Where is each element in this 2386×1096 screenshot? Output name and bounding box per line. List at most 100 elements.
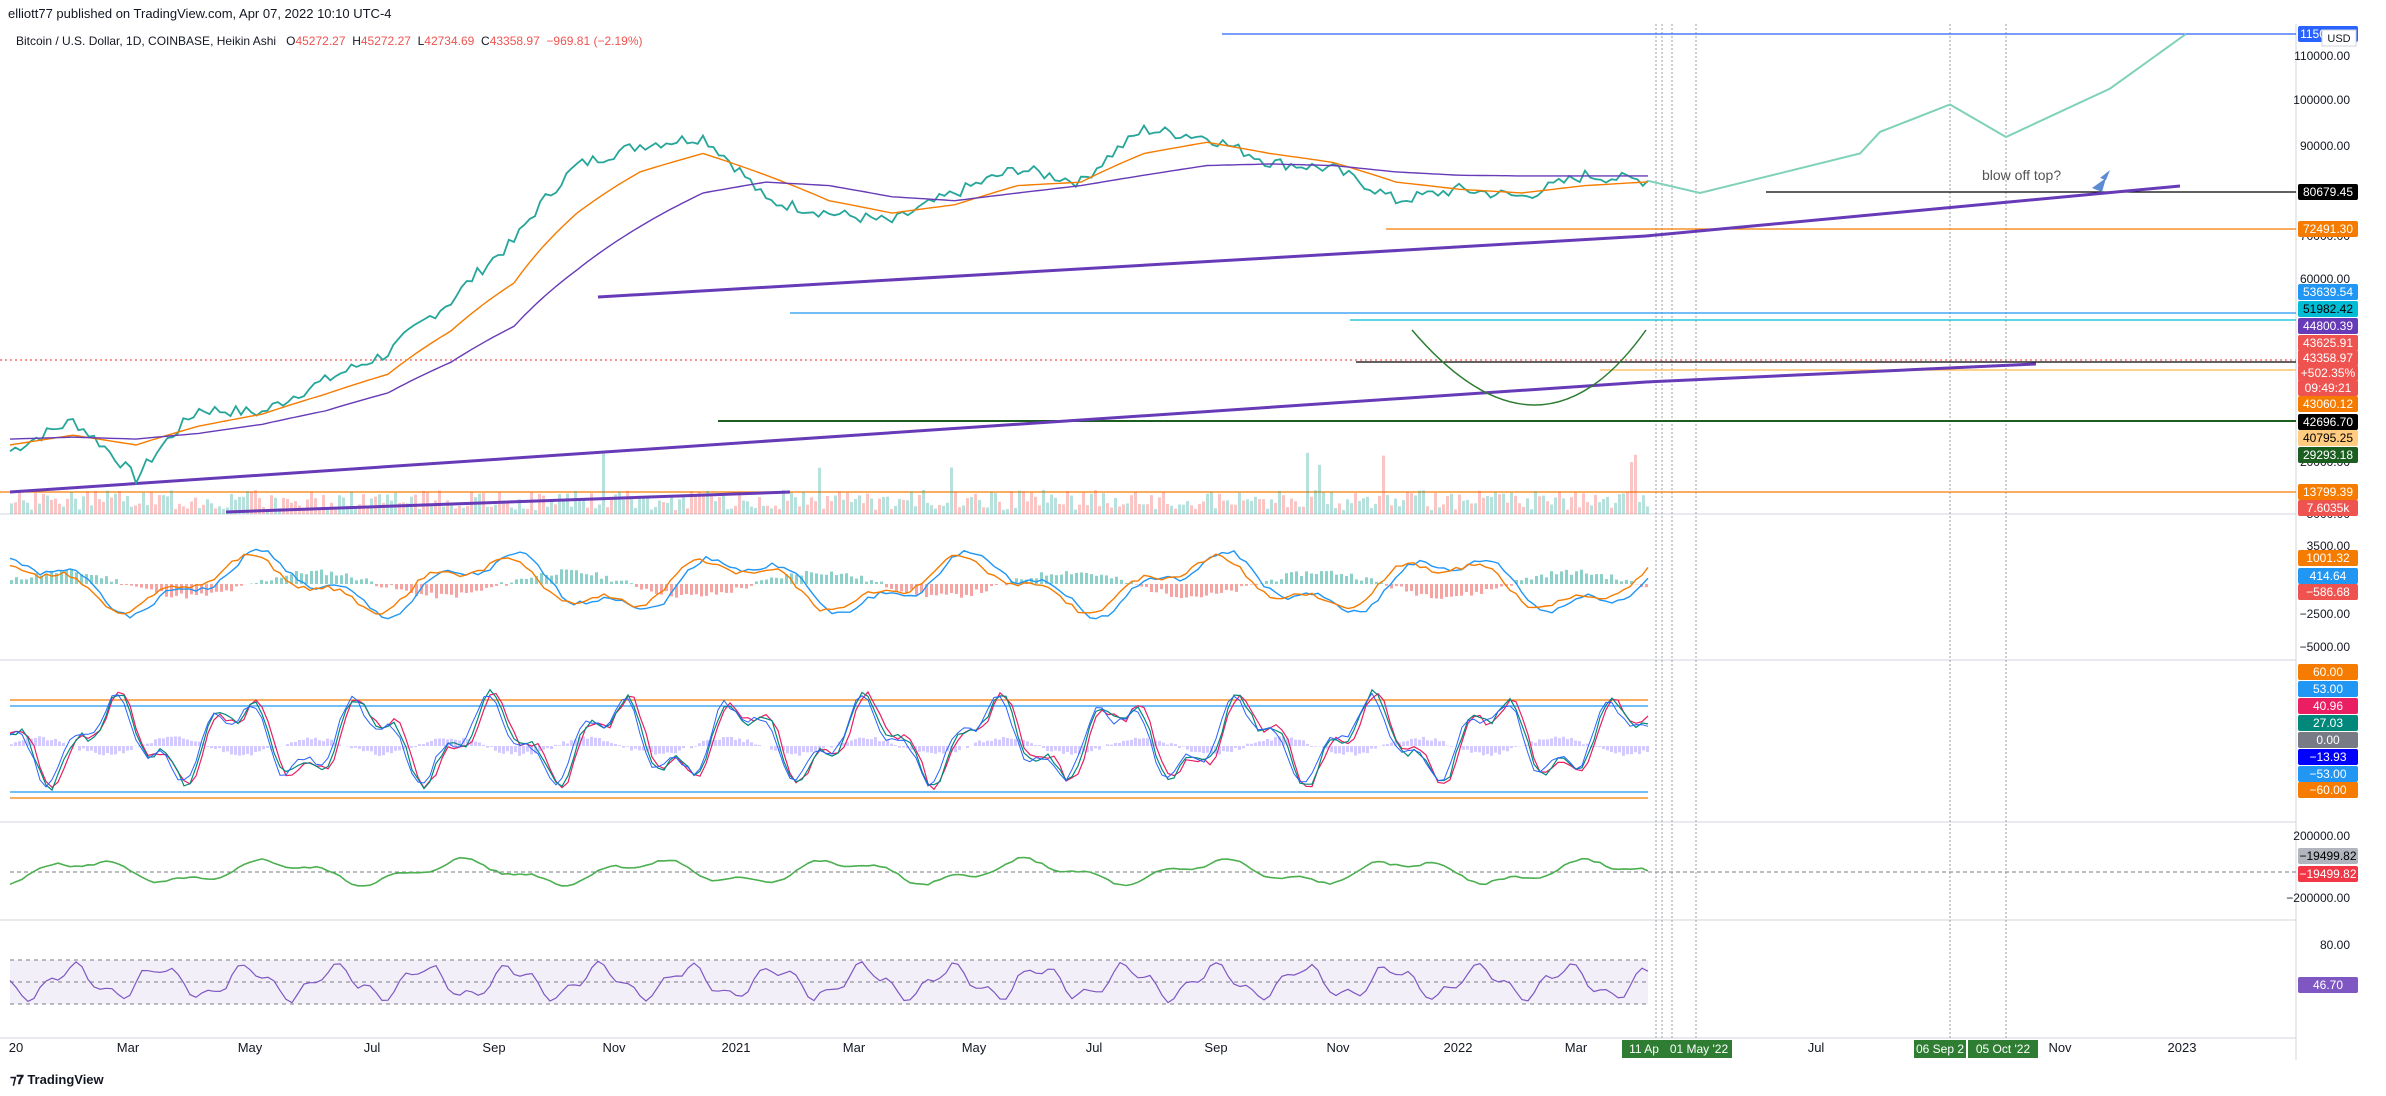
macd-histogram-bar bbox=[660, 584, 663, 595]
macd-histogram-bar bbox=[160, 584, 163, 592]
osc-histogram-bar bbox=[146, 743, 149, 746]
osc-histogram-bar bbox=[1094, 746, 1097, 749]
volume-bar bbox=[1226, 500, 1229, 514]
volume-bar bbox=[462, 507, 465, 514]
osc-histogram-bar bbox=[386, 746, 389, 753]
volume-bar bbox=[1506, 502, 1509, 514]
macd-histogram-bar bbox=[365, 578, 368, 584]
volume-bar bbox=[562, 499, 565, 514]
macd-histogram-bar bbox=[790, 573, 793, 584]
price-tag: 46.70 bbox=[2298, 977, 2358, 993]
osc-histogram-bar bbox=[50, 740, 53, 746]
macd-histogram-bar bbox=[1605, 579, 1608, 584]
svg-text:1001.32: 1001.32 bbox=[2306, 551, 2350, 565]
macd-histogram-bar bbox=[1050, 574, 1053, 584]
x-tick-label: Sep bbox=[482, 1040, 505, 1055]
volume-bar bbox=[594, 508, 597, 514]
volume-bar bbox=[122, 501, 125, 514]
osc-histogram-bar bbox=[166, 736, 169, 746]
macd-histogram-bar bbox=[620, 580, 623, 584]
volume-bar bbox=[658, 500, 661, 514]
osc-histogram-bar bbox=[474, 741, 477, 746]
volume-bar bbox=[1594, 494, 1597, 514]
macd-histogram-bar bbox=[645, 584, 648, 589]
volume-bar bbox=[1630, 462, 1633, 514]
osc-histogram-bar bbox=[934, 746, 937, 754]
tradingview-logo[interactable]: ⁊𝟕 TradingView bbox=[10, 1072, 104, 1088]
volume-bar bbox=[22, 500, 25, 514]
x-tick-label: Mar bbox=[843, 1040, 866, 1055]
macd-histogram-bar bbox=[25, 579, 28, 584]
macd-histogram-bar bbox=[565, 569, 568, 584]
volume-bar bbox=[1454, 509, 1457, 514]
osc-histogram-bar bbox=[1630, 746, 1633, 755]
volume-bar bbox=[958, 507, 961, 514]
osc-histogram-bar bbox=[694, 746, 697, 747]
volume-bar bbox=[102, 501, 105, 514]
volume-bar bbox=[1514, 495, 1517, 514]
osc-histogram-bar bbox=[186, 739, 189, 746]
x-tick-label: 2022 bbox=[1444, 1040, 1473, 1055]
macd-histogram-bar bbox=[605, 575, 608, 584]
osc-histogram-bar bbox=[1602, 746, 1605, 750]
projection-path bbox=[1647, 33, 2187, 195]
osc-histogram-bar bbox=[650, 746, 653, 753]
osc-histogram-bar bbox=[470, 740, 473, 746]
volume-bar bbox=[742, 500, 745, 514]
osc-histogram-bar bbox=[666, 746, 669, 753]
osc-histogram-bar bbox=[714, 740, 717, 746]
macd-histogram-bar bbox=[235, 584, 238, 587]
macd-panel bbox=[9, 548, 1649, 620]
macd-histogram-bar bbox=[275, 577, 278, 584]
osc-histogram-bar bbox=[1494, 746, 1497, 753]
macd-histogram-bar bbox=[1170, 584, 1173, 597]
macd-histogram-bar bbox=[585, 574, 588, 584]
volume-bar bbox=[1062, 504, 1065, 514]
volume-bar bbox=[1414, 495, 1417, 514]
osc-histogram-bar bbox=[710, 740, 713, 746]
volume-bar bbox=[130, 506, 133, 514]
osc-histogram-bar bbox=[1302, 740, 1305, 746]
volume-bar bbox=[766, 505, 769, 514]
volume-bar bbox=[246, 491, 249, 514]
macd-histogram-bar bbox=[230, 584, 233, 592]
osc-histogram-bar bbox=[114, 746, 117, 755]
currency-badge[interactable]: USD bbox=[2321, 29, 2357, 47]
osc-histogram-bar bbox=[1634, 746, 1637, 753]
osc-histogram-bar bbox=[1550, 738, 1553, 746]
x-tick-label: Jul bbox=[364, 1040, 381, 1055]
volume-bar bbox=[1286, 507, 1289, 514]
macd-histogram-bar bbox=[155, 584, 158, 593]
macd-histogram-bar bbox=[1445, 584, 1448, 597]
osc-histogram-bar bbox=[1450, 746, 1453, 747]
volume-bar bbox=[862, 503, 865, 514]
x-highlight-label: 05 Oct '22 bbox=[1968, 1040, 2038, 1058]
osc-histogram-bar bbox=[442, 738, 445, 746]
osc-histogram-bar bbox=[218, 746, 221, 749]
osc-histogram-bar bbox=[954, 746, 957, 753]
osc-histogram-bar bbox=[190, 740, 193, 746]
macd-histogram-bar bbox=[1075, 572, 1078, 584]
osc-histogram-bar bbox=[1646, 746, 1649, 752]
svg-text:05 Oct '22: 05 Oct '22 bbox=[1976, 1042, 2031, 1056]
macd-histogram-bar bbox=[1480, 584, 1483, 594]
volume-bar bbox=[682, 494, 685, 514]
osc-histogram-bar bbox=[802, 746, 805, 752]
volume-bar bbox=[326, 509, 329, 514]
macd-histogram-bar bbox=[1095, 575, 1098, 584]
volume-bar bbox=[338, 495, 341, 514]
osc-histogram-bar bbox=[1534, 742, 1537, 746]
macd-histogram-bar bbox=[835, 575, 838, 584]
osc-histogram-bar bbox=[490, 746, 493, 748]
osc-histogram-bar bbox=[890, 743, 893, 746]
macd-histogram-bar bbox=[1210, 584, 1213, 593]
macd-histogram-bar bbox=[1240, 584, 1243, 587]
macd-histogram-bar bbox=[100, 578, 103, 584]
volume-bar bbox=[1210, 492, 1213, 514]
volume-bar bbox=[782, 490, 785, 514]
volume-bar bbox=[1274, 502, 1277, 514]
macd-histogram-bar bbox=[1205, 584, 1208, 596]
volume-bar bbox=[650, 509, 653, 514]
osc-histogram-bar bbox=[674, 746, 677, 754]
